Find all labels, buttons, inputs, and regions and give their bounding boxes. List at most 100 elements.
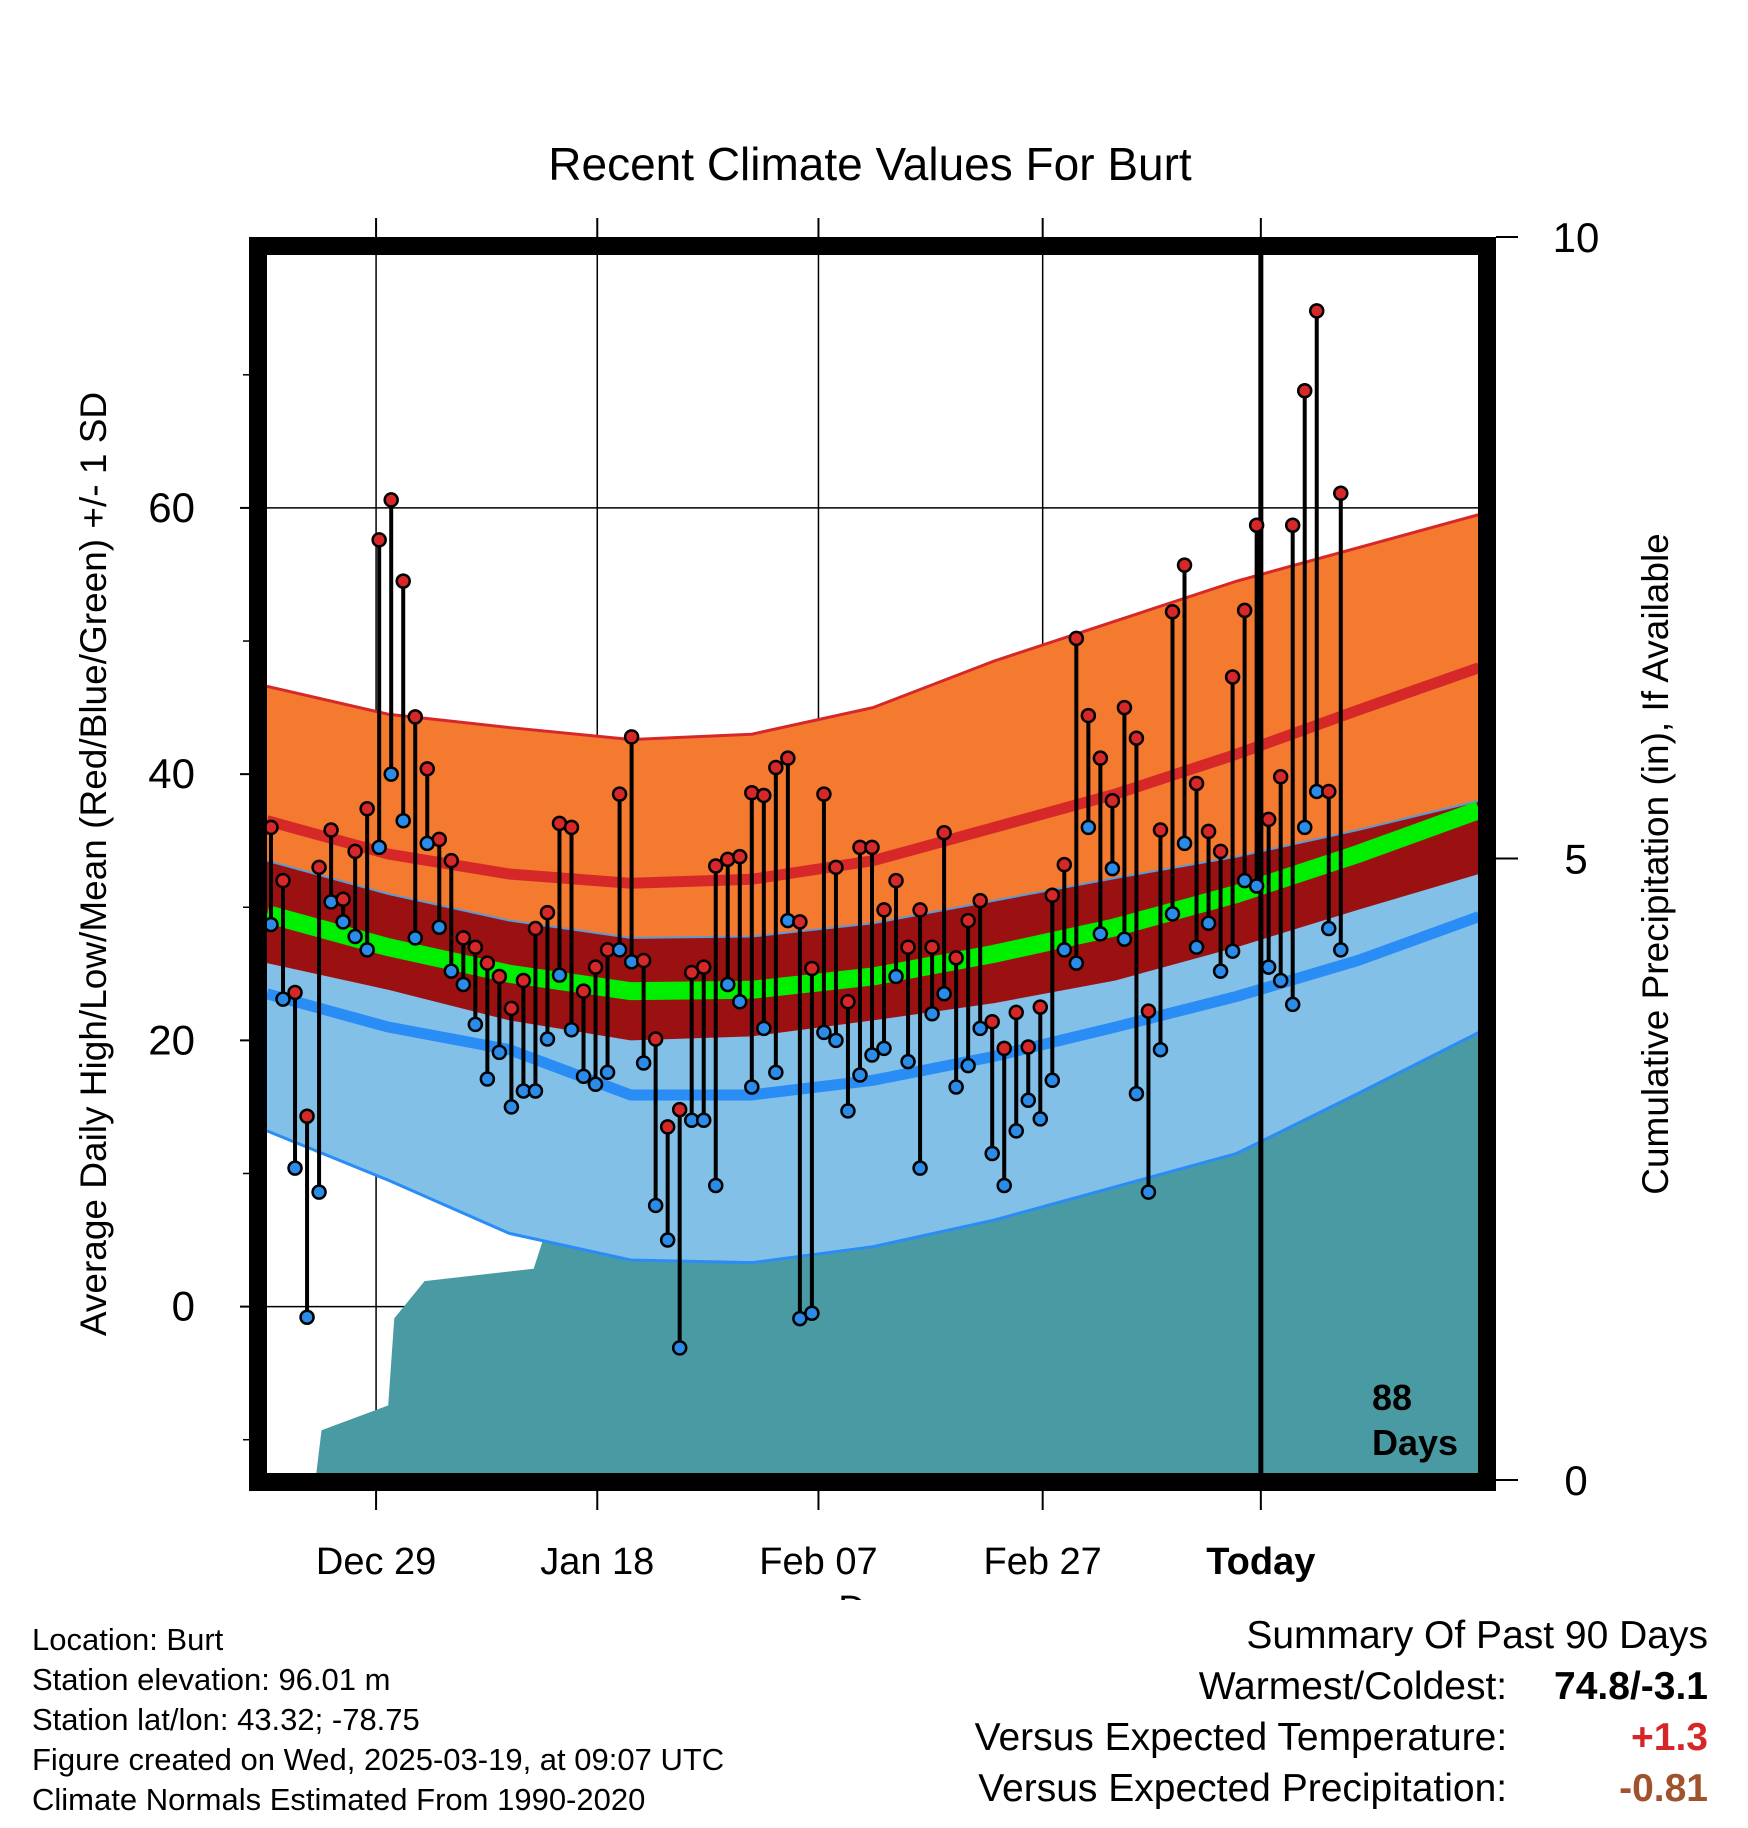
daily-high-point (659, 1119, 676, 1135)
daily-high-point (479, 955, 496, 971)
daily-high-point (695, 959, 712, 975)
daily-low-point (1008, 1123, 1024, 1139)
daily-high-point (984, 1013, 1000, 1030)
daily-high-point (972, 892, 988, 909)
daily-low-point (1032, 1111, 1049, 1127)
daily-low-point (587, 1076, 604, 1093)
daily-low-point (707, 1177, 724, 1194)
climate-normals-period: Climate Normals Estimated From 1990-2020 (32, 1782, 646, 1817)
station-location: Location: Burt (32, 1622, 224, 1657)
daily-low-point (1092, 926, 1109, 942)
daily-low-point (912, 1160, 928, 1176)
daily-high-point (1152, 822, 1169, 838)
daily-high-point (1212, 843, 1229, 860)
daily-high-point (383, 492, 399, 508)
daily-low-point (1212, 963, 1229, 979)
daily-high-point (431, 831, 448, 848)
daily-low-point (984, 1145, 1000, 1162)
warmest-coldest-value: 74.8/-3.1 (1554, 1665, 1708, 1708)
daily-high-point (936, 824, 952, 841)
daily-low-point (1128, 1085, 1145, 1102)
daily-high-point (1044, 887, 1061, 904)
figure-created: Figure created on Wed, 2025-03-19, at 09… (32, 1742, 725, 1777)
daily-range-stems (269, 310, 1343, 1348)
daily-high-point (828, 859, 844, 876)
daily-high-point (347, 843, 363, 860)
daily-low-point (275, 991, 291, 1007)
daily-high-point (707, 858, 724, 874)
daily-high-point (792, 914, 808, 930)
expected-precipitation-value: -0.81 (1619, 1767, 1708, 1810)
daily-low-point (287, 1160, 303, 1176)
daily-low-point (744, 1079, 760, 1095)
daily-high-point (912, 902, 928, 918)
daily-high-point (1032, 999, 1049, 1015)
y-tick-label-40: 40 (148, 750, 195, 797)
daily-low-point (840, 1103, 856, 1119)
daily-high-point (275, 872, 291, 889)
daily-high-point (335, 891, 351, 908)
y2-tick-label-5: 5 (1564, 836, 1587, 883)
daily-high-point (371, 532, 387, 548)
daily-low-point (924, 1006, 940, 1022)
x-tick-label-2: Feb 07 (759, 1541, 877, 1583)
daily-high-point (1080, 707, 1097, 724)
daily-low-point (1056, 942, 1073, 958)
daily-high-point (996, 1040, 1012, 1057)
daily-high-point (1008, 1004, 1024, 1021)
high-plus-sd-line (266, 513, 1480, 742)
daily-low-point (395, 812, 411, 829)
y-axis-title: Average Daily High/Low/Mean (Red/Blue/Gr… (73, 392, 114, 1336)
daily-low-point (695, 1112, 712, 1128)
daily-low-point (1272, 972, 1289, 989)
daily-high-point (768, 759, 784, 776)
y2-tick-label-0: 0 (1564, 1457, 1587, 1504)
summary-panel: Summary Of Past 90 Days Warmest/Coldest:… (975, 1610, 1708, 1814)
plot-frame (249, 237, 1496, 1491)
daily-low-point (1020, 1092, 1037, 1109)
daily-low-point (347, 928, 363, 945)
daily-low-point (1188, 939, 1205, 955)
warmest-coldest-label: Warmest/Coldest: (1198, 1665, 1508, 1708)
daily-low-point (335, 914, 351, 930)
daily-low-point (1224, 943, 1241, 959)
daily-high-point (1248, 517, 1265, 533)
daily-high-point (671, 1101, 688, 1118)
daily-high-point (1260, 811, 1277, 828)
daily-high-point (960, 912, 976, 929)
daily-low-point (864, 1047, 880, 1063)
daily-high-point (900, 939, 916, 955)
daily-low-point (635, 1055, 652, 1071)
y-tick-label-20: 20 (148, 1016, 195, 1063)
daily-high-point (756, 787, 772, 804)
daily-high-point (395, 573, 411, 589)
daily-low-point (575, 1068, 592, 1085)
daily-high-point (1188, 775, 1205, 792)
daily-low-point (1104, 860, 1121, 877)
daily-high-point (888, 872, 904, 889)
daily-high-point (1308, 303, 1325, 319)
daily-low-point (936, 986, 952, 1002)
daily-low-point (1333, 942, 1349, 958)
climate-chart: Recent Climate Values For Burt 88 Days 0… (73, 138, 1676, 1600)
daily-high-point (1056, 856, 1073, 873)
daily-high-point (419, 761, 436, 777)
daily-low-point (1164, 906, 1181, 922)
daily-low-point (431, 919, 448, 935)
daily-high-point (1140, 1003, 1157, 1019)
x-tick-label-4: Today (1206, 1541, 1315, 1583)
daily-high-point (816, 786, 832, 802)
daily-low-point (1152, 1041, 1169, 1058)
daily-low-point (443, 963, 460, 979)
daily-high-point (1164, 603, 1181, 620)
x-tick-label-0: Dec 29 (316, 1541, 436, 1583)
station-latlon: Station lat/lon: 43.32; -78.75 (32, 1702, 420, 1737)
daily-low-point (551, 967, 568, 983)
daily-low-point (311, 1184, 327, 1200)
daily-high-point (1200, 823, 1217, 840)
daily-low-point (732, 994, 748, 1010)
daily-low-point (659, 1232, 676, 1248)
daily-high-point (1176, 557, 1193, 573)
daily-high-point (1116, 699, 1133, 716)
